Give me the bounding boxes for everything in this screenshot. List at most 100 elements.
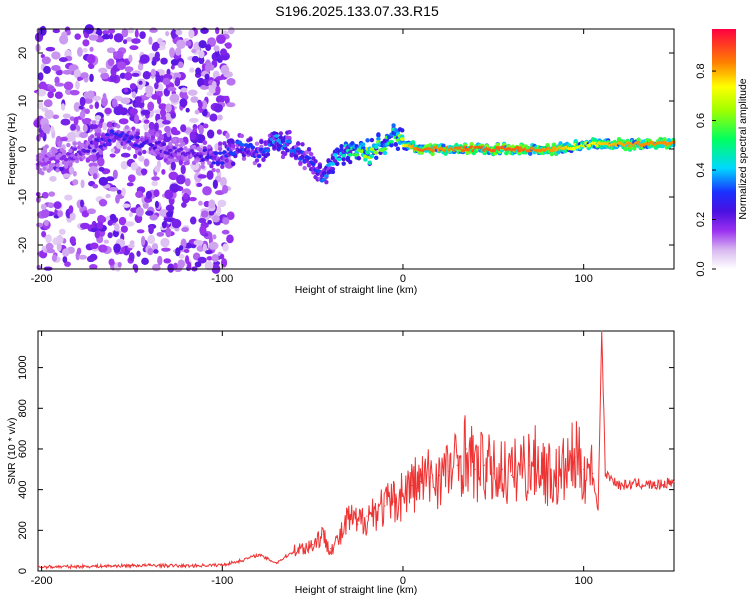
spectrogram-ridge-halo xyxy=(393,141,398,147)
spectrogram-noise-cell xyxy=(155,73,161,84)
spectrogram-noise-cell xyxy=(209,113,218,122)
spectrogram-noise-cell xyxy=(113,243,121,254)
snr-point xyxy=(113,565,115,567)
snr-point xyxy=(239,560,241,562)
spectrogram-noise-cell xyxy=(80,179,85,189)
spectrogram-ridge-halo xyxy=(549,151,555,157)
spectrogram-noise-cell xyxy=(161,221,167,229)
spectrogram-noise-cell xyxy=(198,217,207,224)
spectrogram-noise-cell xyxy=(136,229,145,234)
spectrogram-ridge-halo xyxy=(207,160,212,166)
spectrogram-ridge-cell xyxy=(336,157,342,162)
spectrogram-noise-cell xyxy=(37,72,44,81)
spectrogram-noise-cell xyxy=(108,187,119,192)
spectrogram-ridge-halo xyxy=(302,165,307,171)
spectrogram-noise-cell xyxy=(140,168,148,175)
spectrogram-noise-cell xyxy=(74,33,81,40)
spectrogram-noise-cell xyxy=(79,132,88,139)
spectrogram-x-tick-label: 0 xyxy=(400,273,406,285)
spectrogram-ridge-halo xyxy=(623,146,628,152)
colorbar-tick-label: 0.0 xyxy=(695,261,707,276)
spectrogram-noise-cell xyxy=(68,205,74,214)
spectrogram-ridge-halo xyxy=(142,149,147,155)
snr-point xyxy=(528,464,531,466)
snr-point xyxy=(637,482,639,485)
spectrogram-noise-cell xyxy=(194,261,202,268)
spectrogram-noise-cell xyxy=(227,26,235,35)
spectrogram-noise-cell xyxy=(124,66,134,73)
spectrogram-noise-cell xyxy=(108,258,115,266)
spectrogram-noise-cell xyxy=(217,199,227,208)
spectrogram-noise-cell xyxy=(83,91,92,99)
snr-x-tick-label: 100 xyxy=(574,575,592,587)
spectrogram-ridge-halo xyxy=(37,152,43,157)
spectrogram-noise-cell xyxy=(89,257,95,263)
spectrogram-ridge-halo xyxy=(230,143,236,149)
spectrogram-ridge-halo xyxy=(50,152,56,158)
spectrogram-noise-cell xyxy=(124,71,133,81)
spectrogram-ridge-halo xyxy=(348,159,353,165)
spectrogram-ridge-halo xyxy=(369,153,375,159)
spectrogram-ridge-halo xyxy=(282,151,288,157)
spectrogram-ridge-halo xyxy=(300,142,305,147)
spectrogram-noise-cell xyxy=(156,231,165,237)
spectrogram-noise-cell xyxy=(164,125,171,133)
spectrogram-ridge-halo xyxy=(48,166,54,171)
spectrogram-noise-cell xyxy=(160,57,168,65)
spectrogram-noise-cell xyxy=(135,207,144,217)
spectrogram-ridge-halo xyxy=(63,164,69,169)
snr-point xyxy=(483,464,485,466)
spectrogram-ridge-halo xyxy=(181,141,186,147)
spectrogram-noise-cell xyxy=(92,95,102,102)
spectrogram-ridge-halo xyxy=(311,156,316,161)
colorbar-ticks: 0.0 0.2 0.4 0.6 0.8 xyxy=(695,63,716,277)
spectrogram-noise-cell xyxy=(43,65,51,74)
snr-x-axis-label: Height of straight line (km) xyxy=(295,584,418,596)
spectrogram-noise-cell xyxy=(69,116,75,121)
spectrogram-noise-cell xyxy=(69,212,76,221)
spectrogram-noise-cell xyxy=(121,187,126,197)
spectrogram-ridge-halo xyxy=(111,137,117,143)
spectrogram-ridge-halo xyxy=(168,141,173,146)
spectrogram-noise-cell xyxy=(90,242,99,250)
snr-x-tick-label: -200 xyxy=(31,575,53,587)
spectrogram-noise-cell xyxy=(109,213,117,221)
spectrogram-noise-cell xyxy=(206,129,215,139)
spectrogram-ridge-halo xyxy=(96,132,101,138)
spectrogram-noise-cell xyxy=(169,93,180,103)
spectrogram-noise-cell xyxy=(176,39,186,50)
spectrogram-noise-cell xyxy=(226,234,234,244)
spectrogram-noise-cell xyxy=(205,62,212,73)
spectrogram-noise-cell xyxy=(126,182,134,187)
spectrogram-noise-cell xyxy=(184,94,189,100)
spectrogram-noise-cell xyxy=(109,74,118,82)
spectrogram-noise-cell xyxy=(83,97,93,104)
spectrogram-ridge-halo xyxy=(395,146,401,151)
snr-point xyxy=(293,550,296,552)
spectrogram-ridge-halo xyxy=(92,140,97,145)
spectrogram-noise-cell xyxy=(177,61,184,69)
spectrogram-noise-cell xyxy=(129,108,138,116)
spectrogram-noise-cell xyxy=(49,175,57,182)
spectrogram-noise-cell xyxy=(57,209,64,218)
spectrogram-ridge-halo xyxy=(198,147,203,153)
spectrogram-ridge-cell xyxy=(330,162,336,166)
spectrogram-ridge-halo xyxy=(146,133,151,138)
spectrogram-noise-cell xyxy=(60,103,66,111)
spectrogram-ridge-cell xyxy=(310,162,316,167)
spectrogram-ridge-halo xyxy=(200,164,205,170)
spectrogram-noise-cell xyxy=(79,110,86,119)
spectrogram-ridge-cell xyxy=(65,152,71,156)
snr-point xyxy=(348,517,350,519)
spectrogram-ridge-halo xyxy=(42,150,47,155)
spectrogram-noise-cell xyxy=(105,176,115,182)
spectrogram-noise-cell xyxy=(175,247,181,257)
spectrogram-noise-cell xyxy=(189,131,197,141)
spectrogram-y-tick-label: -10 xyxy=(17,189,29,205)
spectrogram-ridge-halo xyxy=(57,141,62,147)
spectrogram-ridge-halo xyxy=(389,143,394,148)
spectrogram-noise-cell xyxy=(36,101,44,110)
spectrogram-noise-cell xyxy=(154,200,159,209)
colorbar-tick-label: 0.6 xyxy=(695,113,707,128)
spectrogram-noise-cell xyxy=(62,173,71,179)
